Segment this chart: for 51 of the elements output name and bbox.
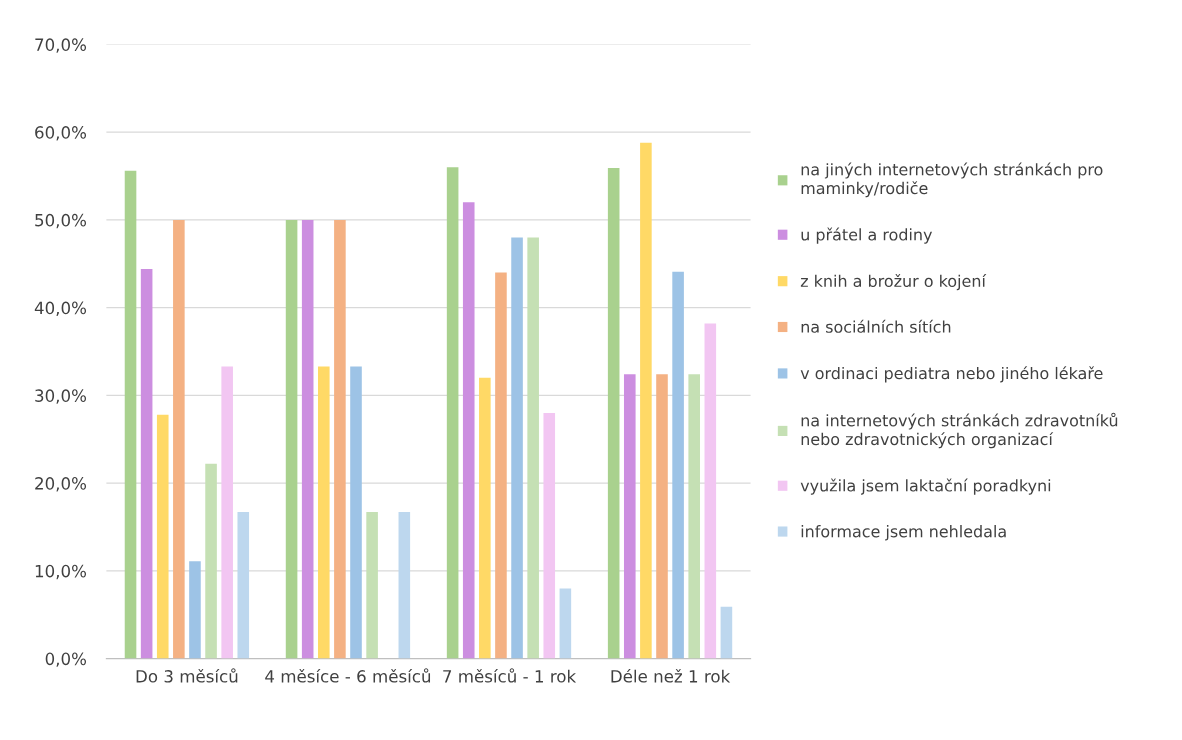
legend-label: na jiných internetových stránkách pro maminky/rodiče [801,162,1103,198]
bar [479,377,491,659]
legend-label: na sociálních sítích [801,319,951,333]
y-tick-label: 40,0% [34,301,87,316]
x-tick-label: 4 měsíce - 6 měsíců [265,668,431,683]
bar [221,366,233,659]
bar [623,374,636,659]
legend-label: informace jsem nehledala [801,525,1006,541]
bar [334,219,346,659]
bar [495,272,507,659]
y-tick-label: 60,0% [35,126,87,141]
bar [398,512,411,659]
y-tick-label: 30,0% [35,389,87,404]
y-tick-label: 20,0% [35,477,87,492]
bar [511,237,523,659]
bar [350,366,362,659]
bar [720,606,733,659]
legend-label: na internetových stránkách zdravotníků nebo zdravotnických organizací [801,412,1118,449]
bar [704,323,717,659]
y-tick-label: 50,0% [35,213,87,229]
bar [205,463,217,659]
bar [640,142,652,659]
bar [527,237,539,659]
bar [366,512,378,659]
bar [656,374,668,659]
bar [607,168,620,659]
bar [156,414,169,659]
bar [688,374,700,659]
legend-label: v ordinaci pediatra nebo jiného lékaře [800,366,1103,383]
y-tick-label: 10,0% [35,564,87,580]
bar [189,561,201,659]
bar [559,588,572,659]
bar [237,512,250,659]
bar [318,366,330,659]
bar [543,412,556,659]
bar [462,202,475,659]
y-tick-label: 70,0% [35,38,87,53]
x-tick-label: Déle než 1 rok [611,669,731,683]
bar [285,219,298,659]
x-tick-label: 7 měsíců - 1 rok [443,668,577,683]
bar [140,269,153,659]
bar [301,219,314,659]
legend-label: využila jsem laktační poradkyni [800,478,1051,495]
bar [124,170,137,659]
y-tick-label: 0,0% [45,652,87,667]
legend-label: z knih a brožur o kojení [800,274,987,291]
legend-label: u přátel a rodiny [801,227,933,244]
x-tick-label: Do 3 měsíců [136,668,238,683]
bar [446,167,459,659]
bar [173,219,185,659]
bar [672,271,684,659]
